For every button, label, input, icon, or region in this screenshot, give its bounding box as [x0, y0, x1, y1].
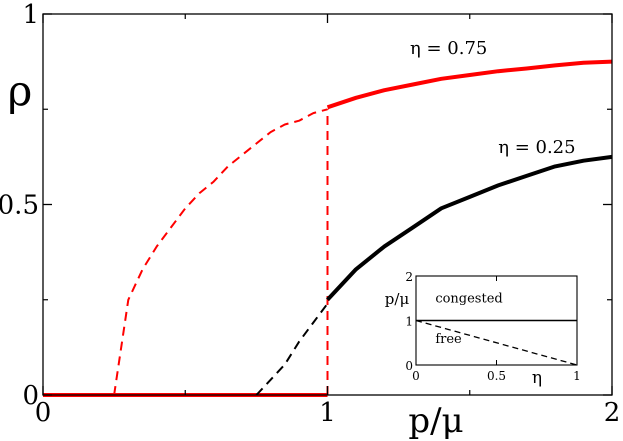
series-label-1: η = 0.25	[498, 137, 575, 158]
inset-y-axis-label: p/μ	[385, 290, 410, 308]
inset-x-axis-label: η	[532, 368, 542, 388]
inset-chart: 0 0.5 1 0 1 2 congested free p/μ η	[374, 268, 594, 388]
inset-region-label-0: congested	[435, 292, 502, 307]
y-axis-label: ρ	[8, 66, 33, 115]
y-tick-label: 0	[22, 381, 39, 411]
inset-line-1	[415, 319, 578, 366]
inset-y-tick-label: 1	[405, 315, 413, 329]
series-0-segment-1	[113, 108, 328, 396]
x-tick-label: 2	[604, 398, 621, 428]
x-axis-label: p/μ	[408, 401, 463, 441]
inset-x-tick-label: 0.5	[487, 369, 506, 383]
inset-x-tick-label: 0	[412, 369, 420, 383]
x-tick-label: 0	[35, 398, 52, 428]
inset-background	[374, 268, 594, 386]
y-tick-label: 1	[22, 0, 39, 30]
inset-y-tick-label: 2	[405, 270, 413, 284]
x-tick-label: 1	[319, 398, 336, 428]
series-1-segment-1	[326, 154, 613, 302]
inset-x-tick-label: 1	[573, 369, 581, 383]
series-1-segment-0	[255, 303, 329, 396]
series-labels: η = 0.75 η = 0.25	[410, 38, 576, 158]
series-label-0: η = 0.75	[410, 38, 487, 59]
inset-region-label-1: free	[435, 332, 462, 347]
main-ticks: 0 1 2 0 0.5 1	[0, 0, 620, 428]
y-tick-label: 0.5	[0, 191, 39, 221]
series-0-segment-3	[326, 59, 613, 110]
inset-y-tick-label: 0	[405, 359, 413, 373]
